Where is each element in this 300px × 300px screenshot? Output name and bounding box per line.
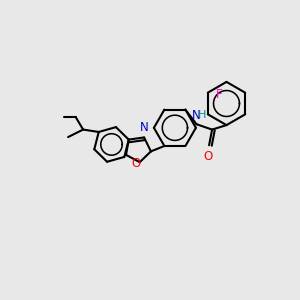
Text: O: O: [203, 150, 212, 163]
Text: N: N: [140, 122, 148, 134]
Text: H: H: [198, 110, 206, 120]
Text: O: O: [131, 158, 140, 170]
Text: F: F: [216, 88, 223, 101]
Text: N: N: [192, 110, 201, 122]
